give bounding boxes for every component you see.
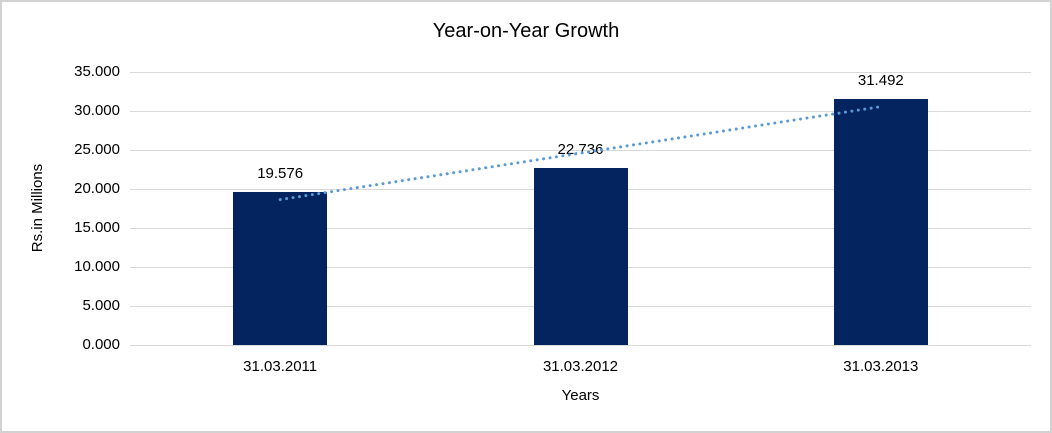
y-tick-label: 5.000 xyxy=(82,297,120,314)
data-label: 31.492 xyxy=(857,72,904,90)
y-tick-label: 10.000 xyxy=(74,258,120,275)
bar-31.03.2013 xyxy=(833,99,928,345)
y-tick-label: 35.000 xyxy=(74,63,120,80)
data-label: 22.736 xyxy=(557,140,604,158)
y-tick-label: 15.000 xyxy=(74,219,120,236)
data-label: 19.576 xyxy=(257,165,304,183)
x-axis-title: Years xyxy=(561,387,600,404)
gridline xyxy=(130,71,1031,73)
chart-title: Year-on-Year Growth xyxy=(432,20,620,42)
x-tick-label: 31.03.2011 xyxy=(243,358,318,375)
y-tick-label: 25.000 xyxy=(74,141,120,158)
x-tick-label: 31.03.2012 xyxy=(542,358,619,375)
x-tick-label: 31.03.2013 xyxy=(843,358,919,375)
gridline xyxy=(130,344,1031,346)
bar-31.03.2012 xyxy=(533,167,628,345)
y-tick-label: 20.000 xyxy=(74,180,120,197)
y-tick-label: 0.000 xyxy=(82,336,120,353)
y-tick-label: 30.000 xyxy=(74,102,120,119)
bar-31.03.2011 xyxy=(233,192,328,345)
